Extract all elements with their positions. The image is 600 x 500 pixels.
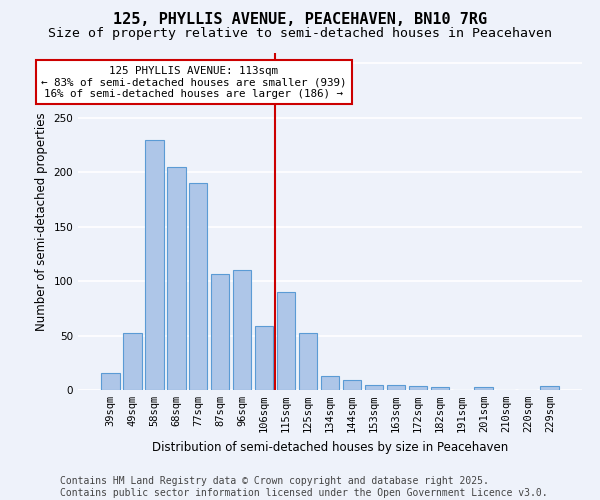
Bar	[320, 376, 340, 390]
Bar	[233, 270, 251, 390]
Bar	[167, 167, 185, 390]
Bar	[101, 372, 119, 390]
Text: 125 PHYLLIS AVENUE: 113sqm
← 83% of semi-detached houses are smaller (939)
16% o: 125 PHYLLIS AVENUE: 113sqm ← 83% of semi…	[41, 66, 347, 99]
Bar	[277, 292, 295, 390]
Bar	[299, 334, 317, 390]
Bar	[123, 334, 142, 390]
Bar	[255, 326, 274, 390]
Bar	[475, 386, 493, 390]
Bar	[431, 386, 449, 390]
Bar	[145, 140, 164, 390]
Bar	[211, 274, 229, 390]
Text: Contains HM Land Registry data © Crown copyright and database right 2025.
Contai: Contains HM Land Registry data © Crown c…	[60, 476, 548, 498]
X-axis label: Distribution of semi-detached houses by size in Peacehaven: Distribution of semi-detached houses by …	[152, 440, 508, 454]
Bar	[343, 380, 361, 390]
Bar	[365, 384, 383, 390]
Text: 125, PHYLLIS AVENUE, PEACEHAVEN, BN10 7RG: 125, PHYLLIS AVENUE, PEACEHAVEN, BN10 7R…	[113, 12, 487, 28]
Bar	[189, 183, 208, 390]
Bar	[541, 386, 559, 390]
Text: Size of property relative to semi-detached houses in Peacehaven: Size of property relative to semi-detach…	[48, 28, 552, 40]
Y-axis label: Number of semi-detached properties: Number of semi-detached properties	[35, 112, 48, 330]
Bar	[386, 384, 405, 390]
Bar	[409, 386, 427, 390]
